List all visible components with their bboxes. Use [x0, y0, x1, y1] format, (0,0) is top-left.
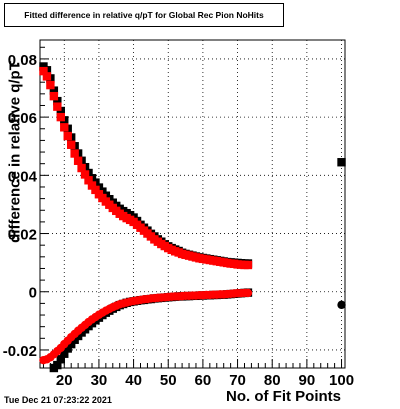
- x-tick-label: 40: [125, 372, 142, 389]
- red-square-point: [91, 185, 100, 195]
- x-tick-label: 50: [160, 372, 177, 389]
- red-square-point: [53, 102, 62, 111]
- y-tick-label: 0.06: [8, 110, 37, 127]
- x-tick-label: 80: [264, 372, 281, 389]
- x-tick-label: 90: [299, 372, 316, 389]
- chart-title-box: Fitted difference in relative q/pT for G…: [4, 3, 284, 27]
- timestamp: Tue Dec 21 07:23:22 2021: [4, 395, 112, 405]
- red-square-point: [60, 123, 69, 132]
- black-square-point: [60, 349, 69, 358]
- plot-frame: [39, 39, 346, 369]
- red-circle-point: [243, 288, 253, 298]
- red-square-point: [46, 80, 55, 90]
- red-square-point: [49, 91, 59, 101]
- y-tick-label: 0.04: [8, 168, 38, 185]
- x-tick-label: 30: [91, 372, 108, 389]
- black-square-point: [63, 344, 72, 353]
- red-square-point: [42, 72, 52, 81]
- red-square-point: [84, 176, 93, 185]
- black-square-point: [66, 339, 76, 349]
- x-tick-label: 20: [56, 372, 73, 389]
- y-tick-label: -0.02: [3, 343, 37, 360]
- red-square-point: [70, 149, 79, 158]
- red-square-point: [77, 163, 86, 173]
- black-circle-point: [337, 300, 346, 310]
- black-square-point: [56, 355, 65, 364]
- x-tick-label: 60: [195, 372, 212, 389]
- y-tick-label: 0: [29, 285, 37, 302]
- red-square-point: [39, 66, 48, 76]
- black-square-point: [53, 360, 62, 370]
- black-square-point: [53, 96, 62, 106]
- red-square-point: [56, 112, 65, 122]
- x-axis-label: No. of Fit Points: [226, 388, 341, 405]
- red-square-point: [66, 140, 76, 149]
- black-square-point: [56, 106, 65, 116]
- red-square-point: [73, 156, 83, 165]
- red-square-point: [87, 181, 97, 190]
- black-square-point: [337, 158, 346, 167]
- y-tick-label: 0.08: [8, 52, 37, 69]
- y-tick-label: 0.02: [8, 227, 37, 244]
- x-tick-label: 70: [229, 372, 246, 389]
- chart-title: Fitted difference in relative q/pT for G…: [24, 10, 264, 20]
- red-square-point: [63, 131, 72, 141]
- x-tick-label: 100: [329, 372, 354, 389]
- red-square-point: [243, 260, 253, 270]
- y-axis-label: difference in relative q/pT: [6, 61, 24, 243]
- black-square-point: [49, 86, 59, 95]
- red-square-point: [80, 170, 90, 179]
